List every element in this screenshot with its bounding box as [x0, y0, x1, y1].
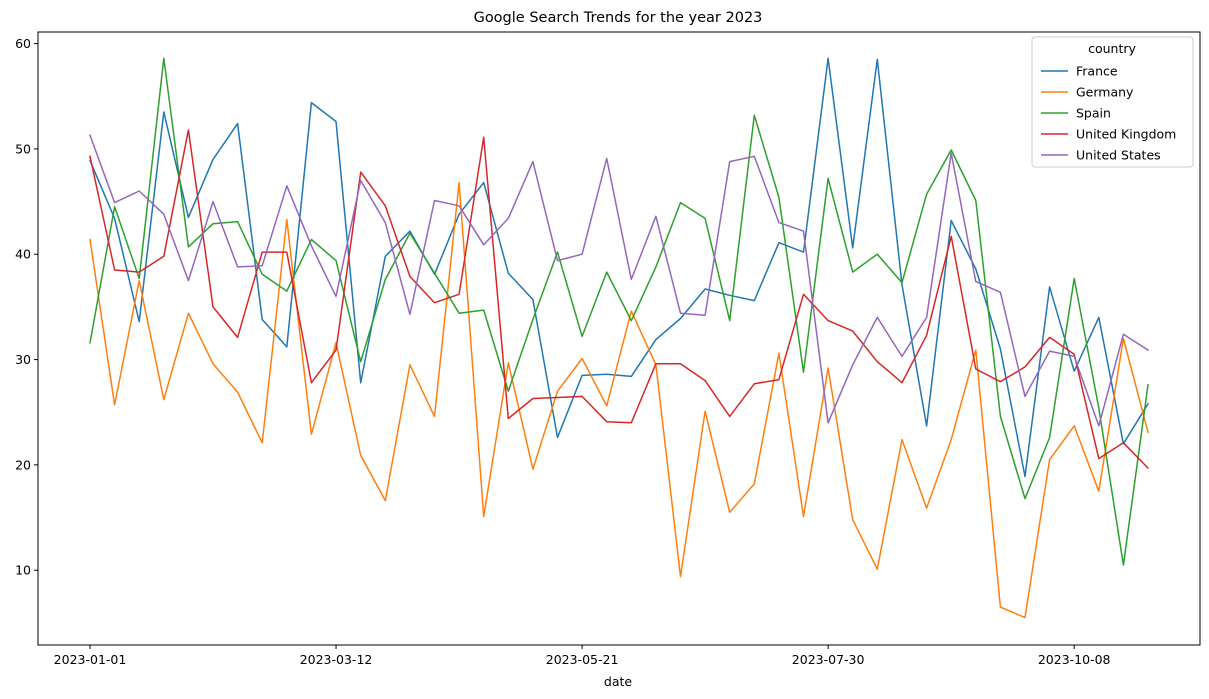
plot-frame	[37, 31, 1201, 646]
series-line-united-kingdom	[89, 129, 1150, 470]
chart-title: Google Search Trends for the year 2023	[474, 10, 763, 26]
legend: country France Germany Spain United Kingdom…	[1031, 36, 1194, 168]
x-tick-label: 2023-10-08	[1038, 652, 1111, 667]
legend-frame	[1031, 36, 1194, 168]
y-tick-label: 50	[15, 141, 31, 156]
series-line-germany	[89, 181, 1149, 619]
y-tick-label: 60	[15, 36, 31, 51]
series-layer	[89, 57, 1150, 619]
series-line-united-states	[89, 134, 1150, 427]
y-tick-label: 40	[15, 247, 31, 262]
y-axis: 10 20 30 40 50 60	[15, 36, 38, 578]
x-axis-label: date	[604, 674, 632, 689]
y-tick-label: 30	[15, 352, 31, 367]
y-tick-label: 20	[15, 457, 31, 472]
legend-label: France	[1076, 64, 1118, 79]
legend-label: United Kingdom	[1076, 127, 1176, 142]
series-line-spain	[89, 57, 1149, 566]
x-tick-label: 2023-01-01	[54, 652, 127, 667]
legend-title: country	[1088, 41, 1136, 56]
x-tick-label: 2023-07-30	[792, 652, 865, 667]
x-axis: 2023-01-01 2023-03-12 2023-05-21 2023-07-30…	[54, 645, 1111, 667]
legend-label: Spain	[1076, 106, 1111, 121]
x-tick-label: 2023-05-21	[546, 652, 619, 667]
y-tick-label: 10	[15, 563, 31, 578]
legend-label: United States	[1076, 148, 1161, 163]
legend-label: Germany	[1076, 85, 1134, 100]
x-tick-label: 2023-03-12	[300, 652, 373, 667]
